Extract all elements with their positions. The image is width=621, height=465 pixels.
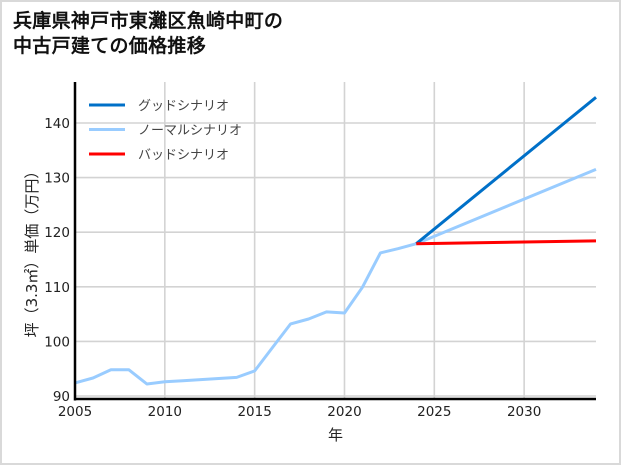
tick-labels: 90 100 110 120 130 140 2005 2010 2015 2020 2025 203… bbox=[44, 116, 541, 420]
y-tick-label: 110 bbox=[44, 280, 70, 296]
y-tick-label: 130 bbox=[44, 171, 70, 187]
legend-label: グッドシナリオ bbox=[138, 99, 229, 114]
x-tick-label: 2030 bbox=[507, 404, 541, 420]
chart-title: 兵庫県神戸市東灘区魚崎中町の 中古戸建ての価格推移 bbox=[13, 9, 283, 59]
y-tick-label: 140 bbox=[44, 116, 70, 132]
data-lines bbox=[74, 96, 597, 386]
series-line bbox=[74, 168, 597, 386]
x-tick-label: 2020 bbox=[327, 404, 361, 420]
x-tick-label: 2005 bbox=[58, 404, 92, 420]
x-tick-label: 2015 bbox=[237, 404, 271, 420]
x-axis-label: 年 bbox=[328, 426, 343, 444]
legend-label: バッドシナリオ bbox=[138, 148, 229, 163]
series-line bbox=[415, 96, 597, 245]
chart-title-line-2: 中古戸建ての価格推移 bbox=[13, 35, 207, 57]
y-axis-label: 坪（3.3㎡）単価（万円） bbox=[23, 164, 41, 338]
legend-label: ノーマルシナリオ bbox=[138, 124, 242, 139]
series-line bbox=[416, 239, 597, 246]
axes bbox=[73, 82, 596, 401]
y-tick-label: 100 bbox=[44, 334, 70, 350]
x-tick-label: 2025 bbox=[417, 404, 451, 420]
y-tick-label: 120 bbox=[44, 225, 70, 241]
x-tick-label: 2010 bbox=[148, 404, 182, 420]
y-tick-label: 90 bbox=[53, 389, 70, 405]
chart-title-line-1: 兵庫県神戸市東灘区魚崎中町の bbox=[13, 10, 284, 32]
